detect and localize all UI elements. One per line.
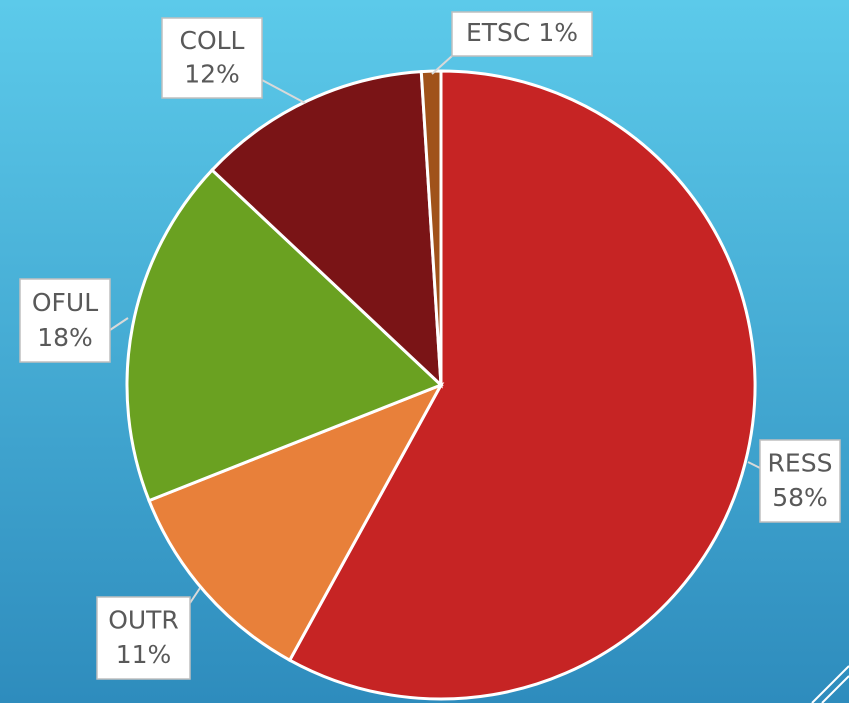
label-box: [19, 278, 111, 363]
category-label: OFUL: [32, 288, 98, 317]
data-label: OUTR 11%: [108, 606, 179, 669]
data-label: RESS 58%: [768, 449, 833, 512]
leader-line: [109, 317, 129, 331]
data-label: COLL 12%: [180, 26, 245, 89]
pie-slice: [125, 167, 444, 503]
pie-slice: [147, 382, 445, 663]
label-box: [759, 439, 841, 523]
leader-line: [747, 461, 761, 469]
value-label: 58%: [772, 483, 828, 512]
value-label: 1%: [538, 18, 578, 47]
category-label: OUTR: [108, 606, 179, 635]
pie-slice: [287, 69, 757, 701]
label-box: [451, 11, 593, 57]
pie-slice: [419, 69, 443, 386]
leader-line: [189, 587, 201, 604]
label-box: [96, 596, 191, 680]
corner-decoration: [811, 665, 849, 703]
category-label: COLL: [180, 26, 245, 55]
leader-line: [431, 55, 453, 75]
data-label: OFUL 18%: [32, 288, 98, 352]
data-label: ETSC 1%: [466, 18, 578, 47]
value-label: 18%: [37, 323, 93, 352]
value-label: 11%: [116, 640, 172, 669]
value-label: 12%: [184, 60, 240, 89]
category-label: ETSC: [466, 18, 530, 47]
label-box: [161, 17, 263, 99]
pie-slice: [209, 70, 443, 389]
category-label: RESS: [768, 449, 833, 478]
leader-line: [261, 79, 306, 104]
